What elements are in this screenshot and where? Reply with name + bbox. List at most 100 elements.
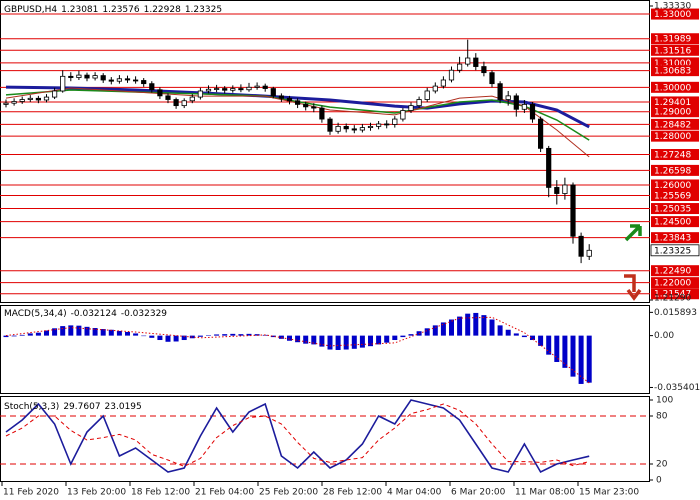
price-header-part: 1.23081 bbox=[61, 5, 98, 15]
x-tick-label: 13 Feb 20:00 bbox=[67, 488, 126, 498]
level-label-bg bbox=[651, 203, 699, 215]
level-label-bg bbox=[651, 277, 699, 289]
candle-body bbox=[489, 72, 495, 85]
macd-bar bbox=[521, 335, 527, 338]
macd-bar bbox=[424, 328, 430, 336]
macd-bar bbox=[157, 335, 163, 341]
candle-body bbox=[35, 97, 42, 101]
stoch-panel-frame bbox=[0, 396, 650, 482]
level-label: 1.27248 bbox=[654, 151, 691, 161]
macd-bar bbox=[457, 316, 463, 336]
level-label: 1.25035 bbox=[654, 205, 691, 215]
candle-body bbox=[570, 184, 576, 237]
macd-bar bbox=[505, 329, 511, 336]
macd-bar bbox=[295, 335, 301, 343]
macd-bar bbox=[3, 335, 9, 338]
level-label-bg bbox=[651, 130, 699, 142]
macd-bar bbox=[92, 328, 98, 336]
macd-bar bbox=[173, 335, 179, 342]
macd-bar bbox=[181, 335, 187, 341]
x-tick-label: 28 Feb 12:00 bbox=[323, 488, 382, 498]
candle-body bbox=[27, 97, 33, 100]
candle-body bbox=[586, 249, 592, 257]
candle-body bbox=[189, 96, 195, 102]
macd-bar bbox=[11, 335, 17, 337]
level-label-bg bbox=[651, 106, 699, 118]
moving-average bbox=[5, 87, 590, 158]
level-label: 1.24500 bbox=[654, 218, 691, 228]
macd-bar bbox=[327, 335, 333, 350]
candle-body bbox=[343, 125, 349, 130]
macd-bar bbox=[440, 322, 446, 336]
price-header: GBPUSD,H4 1.23081 1.23576 1.22928 1.23325 bbox=[4, 5, 222, 15]
candle-body bbox=[205, 88, 212, 92]
candle-body bbox=[473, 57, 479, 67]
x-tick-label: 4 Mar 04:00 bbox=[387, 488, 442, 498]
candle-body bbox=[440, 79, 447, 87]
stoch-header: Stoch(5,3,3) 29.7607 23.0195 bbox=[4, 402, 142, 412]
level-label-bg bbox=[651, 149, 699, 161]
candle-body bbox=[456, 63, 463, 71]
candle-body bbox=[448, 69, 455, 81]
macd-bar bbox=[343, 335, 349, 350]
macd-bar bbox=[351, 335, 357, 349]
level-label-bg bbox=[651, 65, 699, 77]
level-label-bg bbox=[651, 118, 699, 130]
x-tick-label: 11 Feb 2020 bbox=[3, 488, 59, 498]
candle-body bbox=[513, 95, 519, 110]
x-tick-label: 6 Mar 20:00 bbox=[451, 488, 506, 498]
candle-body bbox=[578, 235, 584, 257]
price-header-part: 1.23325 bbox=[185, 5, 222, 15]
macd-bar bbox=[586, 335, 592, 383]
candle-body bbox=[359, 127, 366, 131]
level-label: 1.28482 bbox=[654, 120, 691, 130]
candle-body bbox=[116, 78, 122, 82]
candle-body bbox=[213, 88, 220, 90]
candle-body bbox=[246, 86, 252, 91]
macd-bar bbox=[35, 332, 41, 336]
candle-body bbox=[424, 90, 430, 100]
macd-bar bbox=[400, 335, 406, 338]
candle-body bbox=[92, 75, 98, 79]
candle-body bbox=[351, 128, 357, 131]
candle-body bbox=[43, 96, 50, 101]
macd-bar bbox=[52, 328, 58, 336]
macd-bar bbox=[270, 335, 276, 338]
macd-bar bbox=[489, 319, 495, 336]
level-label: 1.29401 bbox=[654, 98, 691, 108]
candle-body bbox=[157, 89, 163, 97]
macd-bar bbox=[465, 313, 471, 336]
candle-body bbox=[238, 88, 244, 91]
macd-bar bbox=[60, 326, 66, 336]
level-label: 1.29000 bbox=[654, 108, 691, 118]
candle-body bbox=[270, 88, 276, 97]
level-label-bg bbox=[651, 179, 699, 191]
macd-bar bbox=[287, 335, 292, 341]
candle-body bbox=[416, 99, 422, 107]
candle-body bbox=[100, 75, 106, 81]
macd-bar bbox=[108, 329, 114, 336]
candle-body bbox=[521, 104, 528, 110]
stoch-header-part: 29.7607 bbox=[63, 402, 100, 412]
macd-bar bbox=[538, 335, 544, 346]
candle-body bbox=[562, 184, 568, 194]
current-price-label: 1.23325 bbox=[654, 246, 691, 256]
level-label-bg bbox=[651, 96, 699, 108]
candle-body bbox=[538, 118, 544, 149]
macd-header: MACD(5,34,4) -0.032124 -0.032329 bbox=[4, 309, 167, 319]
candle-body bbox=[367, 125, 374, 129]
y-tick-label: 1.21290 bbox=[654, 294, 691, 304]
level-label: 1.22490 bbox=[654, 267, 691, 277]
level-label: 1.26000 bbox=[654, 181, 691, 191]
candle-body bbox=[52, 90, 58, 98]
stoch-line bbox=[5, 399, 590, 474]
macd-signal bbox=[5, 316, 590, 384]
x-tick-label: 11 Mar 08:00 bbox=[515, 488, 575, 498]
candle-body bbox=[181, 100, 187, 107]
macd-bar bbox=[384, 335, 390, 343]
x-tick-label: 21 Feb 04:00 bbox=[195, 488, 254, 498]
level-label-bg bbox=[651, 8, 699, 20]
